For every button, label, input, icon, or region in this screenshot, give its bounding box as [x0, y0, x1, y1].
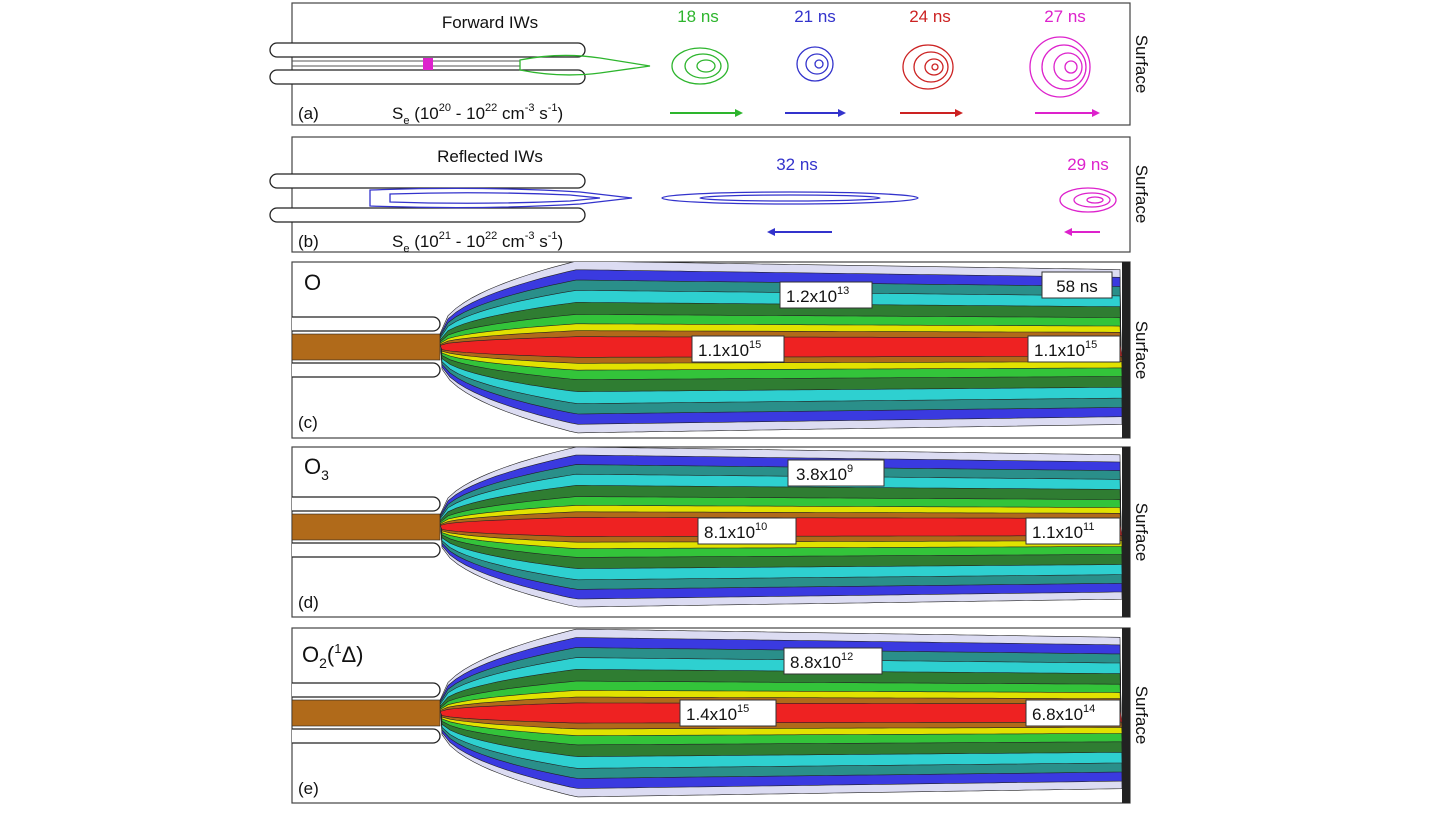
- tube-core: [292, 333, 441, 361]
- source-label: Se (1021 - 1022 cm-3 s-1): [392, 230, 563, 255]
- contour-layer: [439, 702, 1122, 724]
- surface-label: Surface: [1132, 165, 1151, 224]
- annotation: 1.1x1011: [1032, 521, 1094, 542]
- annotation: 8.1x1010: [704, 521, 767, 542]
- surface-label: Surface: [1132, 35, 1151, 94]
- tube: [292, 496, 441, 512]
- annotation: 1.1x1015: [1034, 339, 1097, 360]
- tube: [269, 173, 586, 189]
- annotation: 3.8x109: [796, 463, 853, 484]
- contour-group: [1059, 187, 1117, 213]
- contour-group: [1029, 36, 1091, 98]
- contour-group: [519, 47, 729, 85]
- surface-label: Surface: [1132, 503, 1151, 562]
- time-label: 18 ns: [677, 7, 719, 26]
- contour-group: [369, 187, 919, 209]
- label-box: [691, 335, 785, 363]
- label-box: [787, 459, 885, 487]
- time-label: 58 ns: [1056, 277, 1098, 296]
- label-box: [783, 647, 883, 675]
- tube: [269, 42, 586, 58]
- annotation: 1.1x1015: [698, 339, 761, 360]
- label-box: [1027, 335, 1121, 363]
- label-box: [779, 281, 873, 309]
- source-label: Se (1020 - 1022 cm-3 s-1): [392, 102, 563, 127]
- tube: [292, 682, 441, 698]
- species-label: O2(1Δ): [302, 641, 364, 671]
- contour-group: [796, 46, 834, 82]
- panel-letter: (b): [298, 232, 319, 251]
- time-label: 29 ns: [1067, 155, 1109, 174]
- plume: [292, 628, 1122, 798]
- annotation: 1.2x1013: [786, 285, 849, 306]
- contour: [423, 58, 433, 70]
- tube-core: [292, 699, 441, 727]
- contour-group: [902, 44, 954, 90]
- tube: [269, 69, 586, 85]
- annotation: 6.8x1014: [1032, 703, 1095, 724]
- panel-letter: (c): [298, 413, 318, 432]
- time-label: 27 ns: [1044, 7, 1086, 26]
- panel-title: Forward IWs: [442, 13, 538, 32]
- label-box: [697, 517, 797, 545]
- tube: [292, 316, 441, 332]
- tube: [292, 362, 441, 378]
- label-box: [1041, 271, 1113, 299]
- annotation: 1.4x1015: [686, 703, 749, 724]
- annotation: 8.8x1012: [790, 651, 853, 672]
- arrows: [670, 109, 1100, 117]
- tube-core: [292, 513, 441, 541]
- time-label: 24 ns: [909, 7, 951, 26]
- panel-letter: (e): [298, 779, 319, 798]
- tube: [292, 542, 441, 558]
- panel-letter: (d): [298, 593, 319, 612]
- tube: [269, 207, 586, 223]
- surface-bar: [1122, 628, 1130, 803]
- surface-label: Surface: [1132, 321, 1151, 380]
- tube: [292, 728, 441, 744]
- panel-letter: (a): [298, 104, 319, 123]
- surface-bar: [1122, 447, 1130, 617]
- panel-title: Reflected IWs: [437, 147, 543, 166]
- label-box: [1025, 517, 1121, 545]
- species-label: O3: [304, 454, 329, 483]
- arrows: [767, 228, 1100, 236]
- species-label: O: [304, 270, 321, 295]
- panel-frame: [291, 136, 1131, 253]
- surface-bar: [1122, 262, 1130, 438]
- surface-label: Surface: [1132, 686, 1151, 745]
- label-box: [1025, 699, 1121, 727]
- time-label: 32 ns: [776, 155, 818, 174]
- label-box: [679, 699, 777, 727]
- time-label: 21 ns: [794, 7, 836, 26]
